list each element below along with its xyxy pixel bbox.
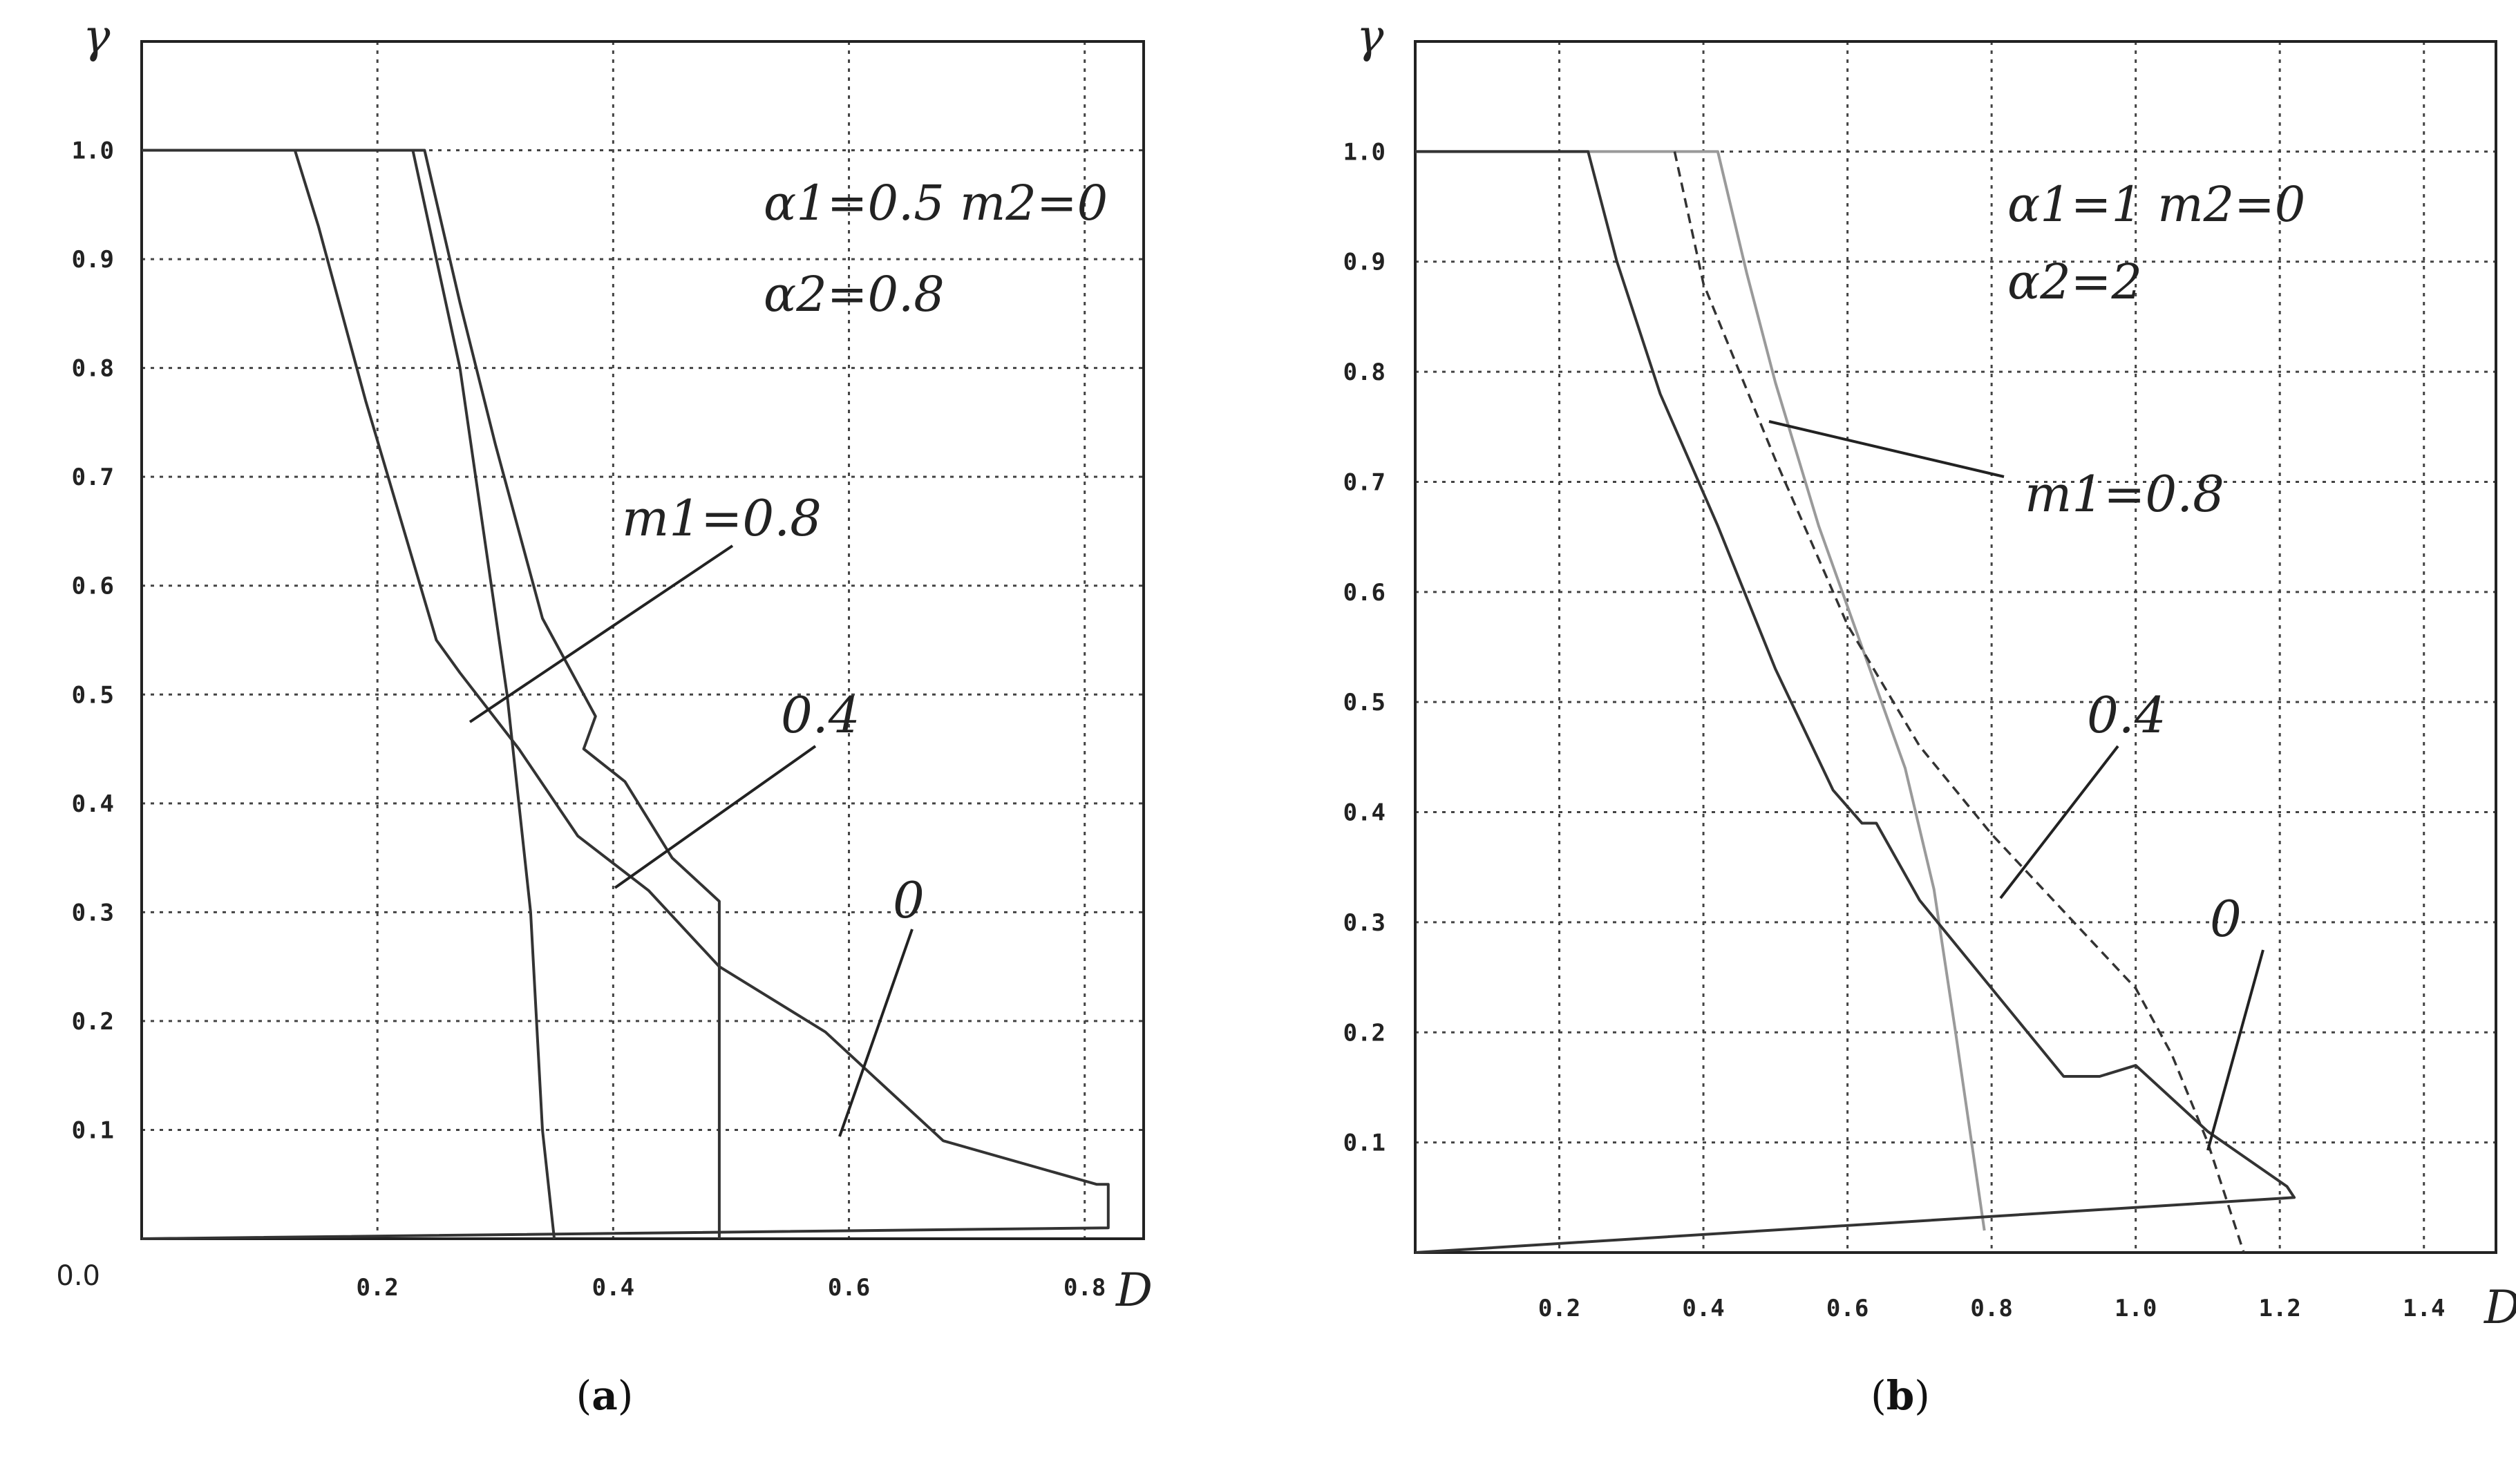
- plot-frame: [1414, 40, 2497, 1254]
- y-tick-label: 0.8: [1343, 359, 1385, 386]
- x-tick-label: 0.8: [1970, 1295, 2012, 1322]
- y-tick-label: 0.1: [72, 1116, 114, 1144]
- chart-a-leader-0: [838, 929, 914, 1137]
- x-tick-label: 1.2: [2258, 1295, 2300, 1322]
- x-tick-label: 0.2: [356, 1274, 398, 1302]
- x-tick-label: 1.0: [2115, 1295, 2157, 1322]
- series-line-m1-04: [142, 149, 721, 1239]
- chart-a-label-m1-08: m1=0.8: [622, 489, 822, 547]
- y-tick-label: 0.6: [72, 573, 114, 600]
- series-line-m1-0: [1415, 150, 2296, 1254]
- chart-a: 0.0 0.1 0.2 0.3 0.4 0.5 0.6 0.7 0.8 0.9 1.0 0.2 0.4 0…: [56, 10, 1153, 1317]
- series-line-m1-08: [1415, 150, 1986, 1231]
- x-tick-label: 0.4: [1682, 1295, 1724, 1322]
- chart-b-params-line1: α1=1 m2=0: [2007, 176, 2305, 233]
- y-tick-label: 0.8: [72, 355, 114, 383]
- x-axis-label: D: [2484, 1281, 2516, 1334]
- plot-frame: [140, 40, 1145, 1240]
- y-tick-label: 0.4: [1343, 799, 1385, 827]
- y-tick-label: 0.9: [1343, 249, 1385, 276]
- y-tick-label: 0.4: [72, 790, 114, 818]
- y-tick-label: 0.0: [56, 1260, 100, 1292]
- y-tick-label: 0.5: [1343, 689, 1385, 716]
- chart-b-leader-04: [1999, 745, 2119, 900]
- y-tick-label: 0.3: [1343, 909, 1385, 937]
- y-tick-label: 0.5: [72, 681, 114, 709]
- chart-a-params-line1: α1=0.5 m2=0: [764, 175, 1108, 231]
- y-axis-label: γ: [83, 10, 111, 63]
- y-tick-label: 0.2: [72, 1008, 114, 1036]
- chart-a-caption: (a): [576, 1372, 634, 1419]
- x-tick-label: 0.8: [1063, 1274, 1106, 1302]
- x-tick-label: 0.4: [592, 1274, 634, 1302]
- series-line-m1-08: [142, 149, 556, 1239]
- chart-b-label-04: 0.4: [2087, 686, 2166, 744]
- x-tick-label: 1.4: [2403, 1295, 2445, 1322]
- series-line-m1-04: [1673, 151, 2245, 1253]
- y-tick-label: 0.9: [72, 246, 114, 274]
- series-line-m1-0: [141, 149, 1110, 1240]
- chart-a-leader-m1-08: [469, 544, 734, 723]
- y-tick-label: 1.0: [1343, 138, 1385, 166]
- chart-b-label-0: 0: [2210, 890, 2242, 948]
- y-tick-label: 0.3: [72, 899, 114, 926]
- x-tick-label: 0.6: [1826, 1295, 1869, 1322]
- chart-b: 0.1 0.2 0.3 0.4 0.5 0.6 0.7 0.8 0.9 1.0 0.2 0.4 0.6 0…: [1343, 10, 2516, 1334]
- chart-a-label-0: 0: [893, 871, 925, 929]
- chart-b-leader-0: [2206, 949, 2264, 1151]
- x-tick-label: 0.6: [828, 1274, 870, 1302]
- y-tick-label: 0.1: [1343, 1130, 1385, 1157]
- chart-b-label-m1-08: m1=0.8: [2025, 465, 2224, 523]
- y-tick-label: 0.7: [72, 464, 114, 491]
- y-tick-label: 0.7: [1343, 468, 1385, 496]
- y-tick-label: 0.6: [1343, 579, 1385, 607]
- x-tick-label: 0.2: [1538, 1295, 1580, 1322]
- y-tick-label: 1.0: [72, 137, 114, 165]
- x-axis-label: D: [1115, 1264, 1153, 1317]
- chart-b-leader-m1-08: [1768, 420, 2005, 478]
- y-axis-label: γ: [1356, 10, 1384, 63]
- chart-a-params-line2: α2=0.8: [764, 266, 945, 323]
- chart-b-caption: (b): [1871, 1372, 1930, 1419]
- chart-b-params-line2: α2=2: [2007, 254, 2142, 310]
- chart-a-leader-04: [614, 745, 817, 889]
- chart-a-label-04: 0.4: [781, 686, 860, 744]
- y-tick-label: 0.2: [1343, 1019, 1385, 1047]
